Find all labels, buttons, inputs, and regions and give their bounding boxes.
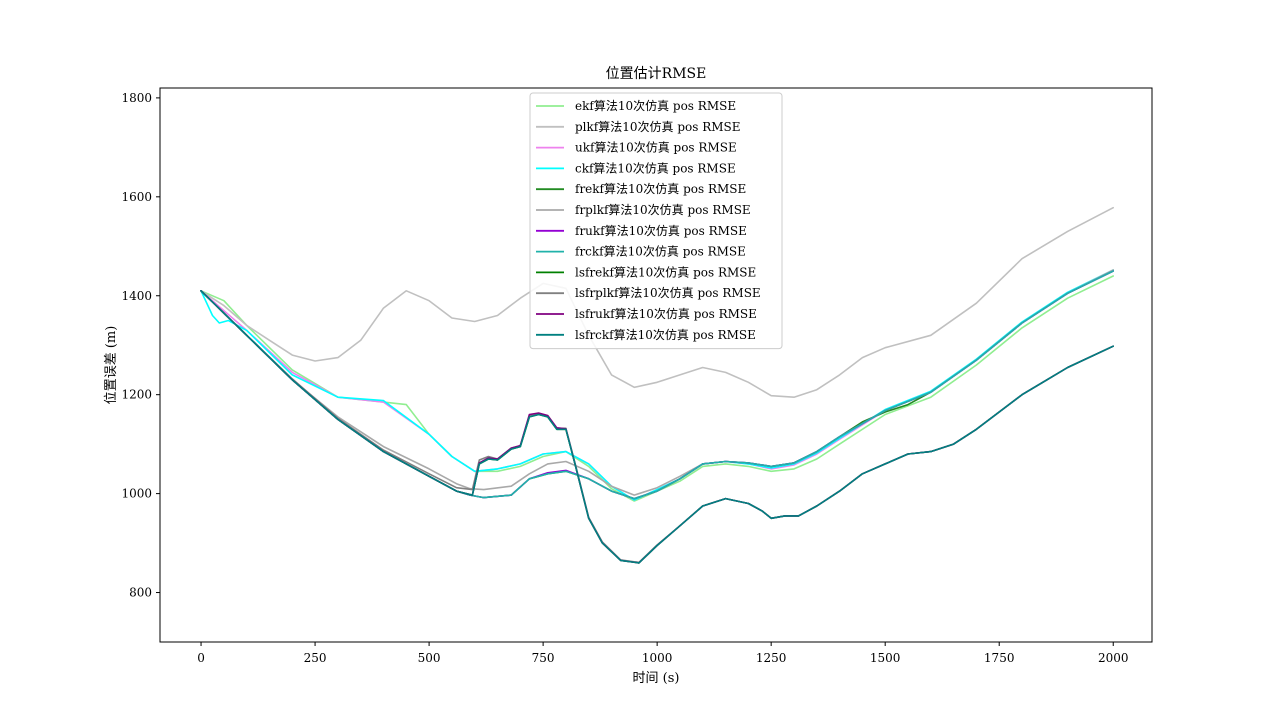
x-tick-label: 0 bbox=[197, 651, 205, 665]
x-axis: 0 250 500 750 1000 1250 1500 1750 2000 bbox=[197, 642, 1129, 665]
y-axis-title: 位置误差 (m) bbox=[104, 326, 119, 405]
x-tick-label: 1000 bbox=[642, 651, 673, 665]
legend-label: lsfrukf算法10次仿真 pos RMSE bbox=[575, 306, 757, 321]
y-tick-label: 1800 bbox=[121, 91, 152, 105]
series-line-1 bbox=[200, 206, 1114, 399]
legend-label: ukf算法10次仿真 pos RMSE bbox=[575, 140, 737, 155]
y-tick-label: 1000 bbox=[121, 487, 152, 501]
legend-label: frckf算法10次仿真 pos RMSE bbox=[575, 244, 746, 259]
legend-label: plkf算法10次仿真 pos RMSE bbox=[575, 119, 741, 134]
series-layer bbox=[200, 206, 1114, 564]
x-tick-label: 1250 bbox=[756, 651, 787, 665]
plot-frame bbox=[159, 87, 1153, 643]
x-tick-label: 500 bbox=[418, 651, 441, 665]
legend-label: ekf算法10次仿真 pos RMSE bbox=[575, 98, 736, 113]
series-line-11 bbox=[200, 289, 1114, 564]
y-tick-label: 800 bbox=[129, 586, 152, 600]
legend-label: ckf算法10次仿真 pos RMSE bbox=[575, 160, 736, 175]
x-tick-label: 1750 bbox=[984, 651, 1015, 665]
legend-label: frekf算法10次仿真 pos RMSE bbox=[575, 181, 746, 196]
legend-label: lsfrckf算法10次仿真 pos RMSE bbox=[575, 327, 756, 342]
x-tick-label: 2000 bbox=[1098, 651, 1129, 665]
legend-label: frukf算法10次仿真 pos RMSE bbox=[575, 223, 747, 238]
y-tick-label: 1200 bbox=[121, 388, 152, 402]
x-tick-label: 1500 bbox=[870, 651, 901, 665]
chart-title: 位置估计RMSE bbox=[606, 66, 707, 82]
legend: ekf算法10次仿真 pos RMSE plkf算法10次仿真 pos RMSE u… bbox=[529, 92, 783, 350]
legend-label: frplkf算法10次仿真 pos RMSE bbox=[575, 202, 751, 217]
x-tick-label: 250 bbox=[304, 651, 327, 665]
legend-label: lsfrplkf算法10次仿真 pos RMSE bbox=[575, 285, 761, 300]
legend-label: lsfrekf算法10次仿真 pos RMSE bbox=[575, 264, 756, 279]
y-axis: 800 1000 1200 1400 1600 1800 bbox=[121, 91, 160, 600]
legend-box bbox=[529, 92, 783, 350]
x-axis-title: 时间 (s) bbox=[633, 671, 680, 686]
y-tick-label: 1600 bbox=[121, 190, 152, 204]
y-tick-label: 1400 bbox=[121, 289, 152, 303]
x-tick-label: 750 bbox=[532, 651, 555, 665]
